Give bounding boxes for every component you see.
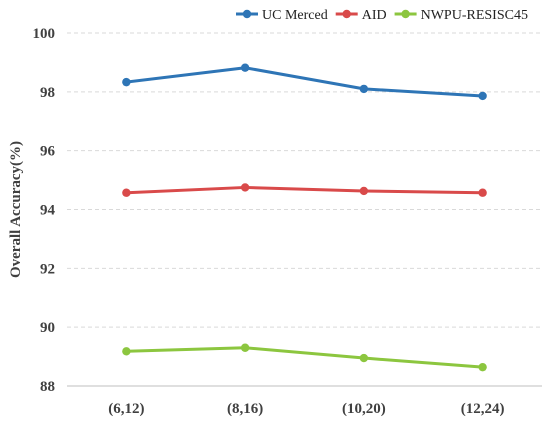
- y-tick-label: 92: [40, 261, 55, 277]
- legend-label: AID: [362, 8, 387, 23]
- data-point: [359, 84, 369, 94]
- legend-item: UC Merced: [236, 8, 328, 23]
- legend-item: AID: [335, 8, 387, 23]
- legend-swatch-marker: [342, 9, 351, 19]
- x-tick-label: (6,12): [108, 401, 144, 417]
- legend-label: NWPU-RESISC45: [421, 8, 528, 23]
- y-axis-title: Overall Accuracy(%): [8, 141, 24, 278]
- data-point: [478, 91, 487, 101]
- series-line: [124, 346, 485, 369]
- x-axis-ticks: (6,12) (8,16) (10,20) (12,24): [108, 401, 504, 417]
- data-point: [122, 347, 131, 356]
- legend-swatch-marker: [401, 9, 410, 19]
- legend-label: UC Merced: [262, 8, 328, 23]
- data-point: [240, 343, 250, 352]
- y-tick-label: 90: [40, 320, 55, 336]
- y-axis-ticks: 88 90 92 94 96 98 100: [33, 26, 56, 395]
- data-point: [478, 188, 487, 197]
- series-nwpu-resisc45: [122, 343, 487, 372]
- series-aid: [122, 183, 487, 197]
- legend-item: NWPU-RESISC45: [394, 8, 528, 23]
- data-point: [359, 353, 369, 363]
- legend: UC Merced AID NWPU-RESISC45: [236, 8, 528, 23]
- y-tick-label: 98: [40, 85, 55, 101]
- series-line: [124, 185, 485, 195]
- x-tick-label: (8,16): [227, 401, 263, 417]
- series-line: [124, 66, 485, 98]
- y-tick-label: 94: [40, 203, 56, 219]
- y-tick-label: 96: [40, 144, 56, 160]
- gridlines: [67, 32, 542, 387]
- y-tick-label: 88: [40, 379, 55, 395]
- series-uc-merced: [122, 63, 487, 101]
- data-point: [122, 77, 131, 87]
- data-point: [359, 186, 369, 196]
- series-lines: [122, 63, 487, 372]
- data-point: [240, 183, 250, 192]
- y-tick-label: 100: [33, 26, 56, 42]
- x-tick-label: (10,20): [342, 401, 386, 417]
- legend-swatch-marker: [242, 9, 252, 19]
- data-point: [122, 188, 131, 197]
- x-tick-label: (12,24): [461, 401, 505, 417]
- data-point: [478, 362, 487, 372]
- data-point: [240, 63, 250, 72]
